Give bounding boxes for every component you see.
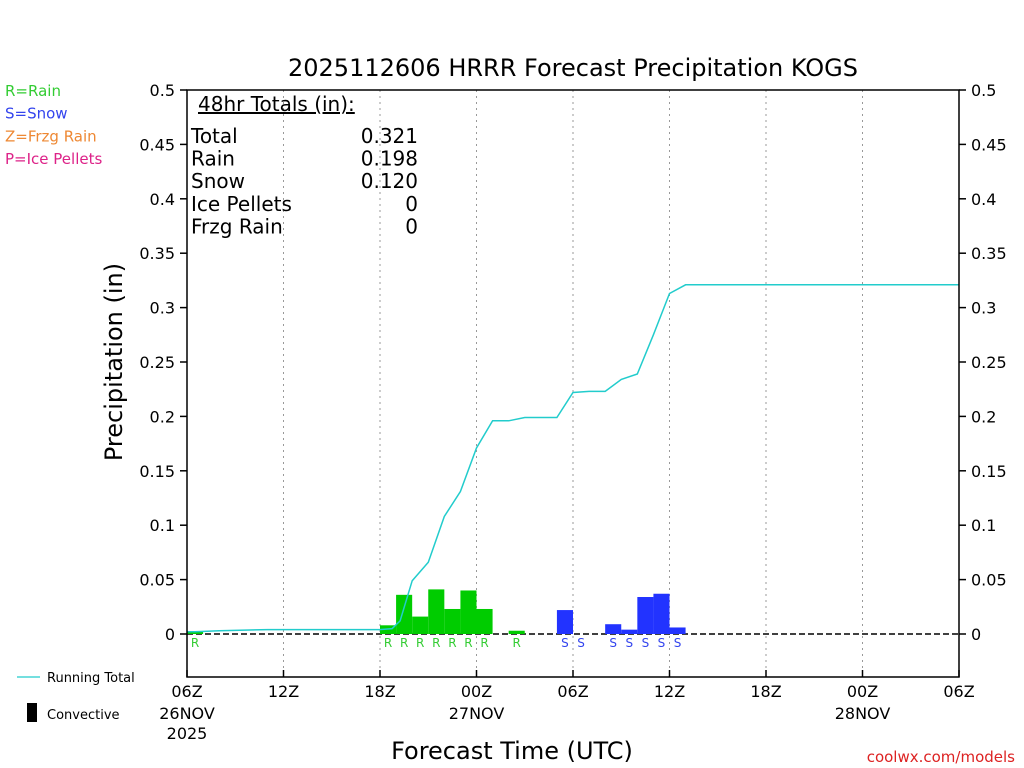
precip-type-label: R: [448, 636, 456, 650]
y-tick-label-left: 0.2: [150, 407, 175, 426]
x-tick-label: 12Z: [268, 682, 299, 701]
running-total-legend-label: Running Total: [47, 671, 135, 686]
totals-row-value: 0.321: [361, 124, 418, 148]
y-tick-label-left: 0.25: [139, 353, 175, 372]
totals-row-label: Frzg Rain: [191, 214, 283, 238]
y-tick-label-right: 0.1: [971, 516, 996, 535]
type-legend-item: S=Snow: [5, 105, 68, 123]
y-tick-label-left: 0.05: [139, 571, 175, 590]
running-total-line: [187, 284, 959, 633]
totals-row-label: Total: [190, 124, 238, 148]
precip-type-label: R: [513, 636, 521, 650]
precip-bar: [653, 593, 670, 634]
y-axis-label: Precipitation (in): [100, 263, 128, 461]
precip-type-label: S: [609, 636, 617, 650]
precip-bar: [187, 631, 204, 634]
totals-row-value: 0: [405, 214, 418, 238]
x-tick-date: 28NOV: [835, 704, 891, 723]
precip-bar: [605, 624, 622, 634]
y-tick-label-left: 0.1: [150, 516, 175, 535]
y-tick-label-left: 0.15: [139, 462, 175, 481]
totals-header: 48hr Totals (in):: [198, 92, 355, 116]
x-tick-label: 18Z: [364, 682, 395, 701]
precip-bar: [508, 630, 525, 634]
precip-type-label: R: [432, 636, 440, 650]
type-legend-item: P=Ice Pellets: [5, 150, 102, 168]
precip-type-label: S: [561, 636, 569, 650]
y-tick-label-left: 0.35: [139, 244, 175, 263]
precip-bar: [556, 610, 573, 634]
y-tick-label-right: 0.4: [971, 190, 996, 209]
x-tick-label: 18Z: [750, 682, 781, 701]
y-tick-label-right: 0.3: [971, 299, 996, 318]
y-tick-label-right: 0.5: [971, 81, 996, 100]
type-legend-item: R=Rain: [5, 82, 61, 100]
y-tick-label-right: 0.25: [971, 353, 1007, 372]
precip-bar: [460, 590, 477, 634]
y-tick-label-left: 0.4: [150, 190, 175, 209]
y-tick-label-right: 0.15: [971, 462, 1007, 481]
y-tick-label-right: 0.35: [971, 244, 1007, 263]
precip-type-label: S: [625, 636, 633, 650]
x-tick-date: 26NOV: [159, 704, 215, 723]
y-tick-label-right: 0.05: [971, 571, 1007, 590]
totals-row-value: 0: [405, 192, 418, 216]
x-tick-label: 12Z: [654, 682, 685, 701]
totals-row-value: 0.120: [361, 169, 418, 193]
totals-row-label: Snow: [191, 169, 245, 193]
totals-row-label: Ice Pellets: [191, 192, 292, 216]
x-tick-label: 06Z: [171, 682, 202, 701]
precip-bar: [396, 594, 413, 634]
chart-title: 2025112606 HRRR Forecast Precipitation K…: [288, 54, 858, 82]
precip-bar: [637, 597, 654, 634]
precip-bar: [444, 608, 461, 634]
x-tick-date: 27NOV: [449, 704, 505, 723]
precip-type-label: R: [400, 636, 408, 650]
totals-row-value: 0.198: [361, 147, 418, 171]
precip-bar: [412, 616, 429, 634]
y-tick-label-left: 0.45: [139, 135, 175, 154]
x-tick-label: 06Z: [557, 682, 588, 701]
precip-type-label: R: [480, 636, 488, 650]
x-tick-label: 06Z: [943, 682, 974, 701]
convective-legend-label: Convective: [47, 708, 120, 723]
precip-bar: [476, 608, 493, 634]
y-tick-label-left: 0.5: [150, 81, 175, 100]
precip-type-label: S: [577, 636, 585, 650]
x-axis-label: Forecast Time (UTC): [391, 737, 633, 765]
convective-legend-swatch: [27, 703, 37, 722]
y-tick-label-left: 0.3: [150, 299, 175, 318]
precip-type-label: R: [464, 636, 472, 650]
precip-type-label: R: [416, 636, 424, 650]
y-tick-label-right: 0.45: [971, 135, 1007, 154]
precip-type-label: R: [191, 636, 199, 650]
totals-row-label: Rain: [191, 147, 235, 171]
x-tick-label: 00Z: [847, 682, 878, 701]
y-tick-label-right: 0.2: [971, 407, 996, 426]
y-tick-label-right: 0: [971, 625, 981, 644]
y-tick-label-left: 0: [165, 625, 175, 644]
precip-type-label: S: [658, 636, 666, 650]
x-tick-label: 00Z: [461, 682, 492, 701]
precip-bar: [621, 629, 638, 634]
footer-credit: coolwx.com/models: [867, 748, 1015, 766]
precip-bar: [669, 627, 686, 634]
precip-bar: [428, 589, 445, 634]
type-legend-item: Z=Frzg Rain: [5, 127, 97, 145]
precip-type-label: S: [674, 636, 682, 650]
precip-type-label: S: [642, 636, 650, 650]
x-tick-year: 2025: [167, 724, 208, 743]
precip-type-label: R: [384, 636, 392, 650]
